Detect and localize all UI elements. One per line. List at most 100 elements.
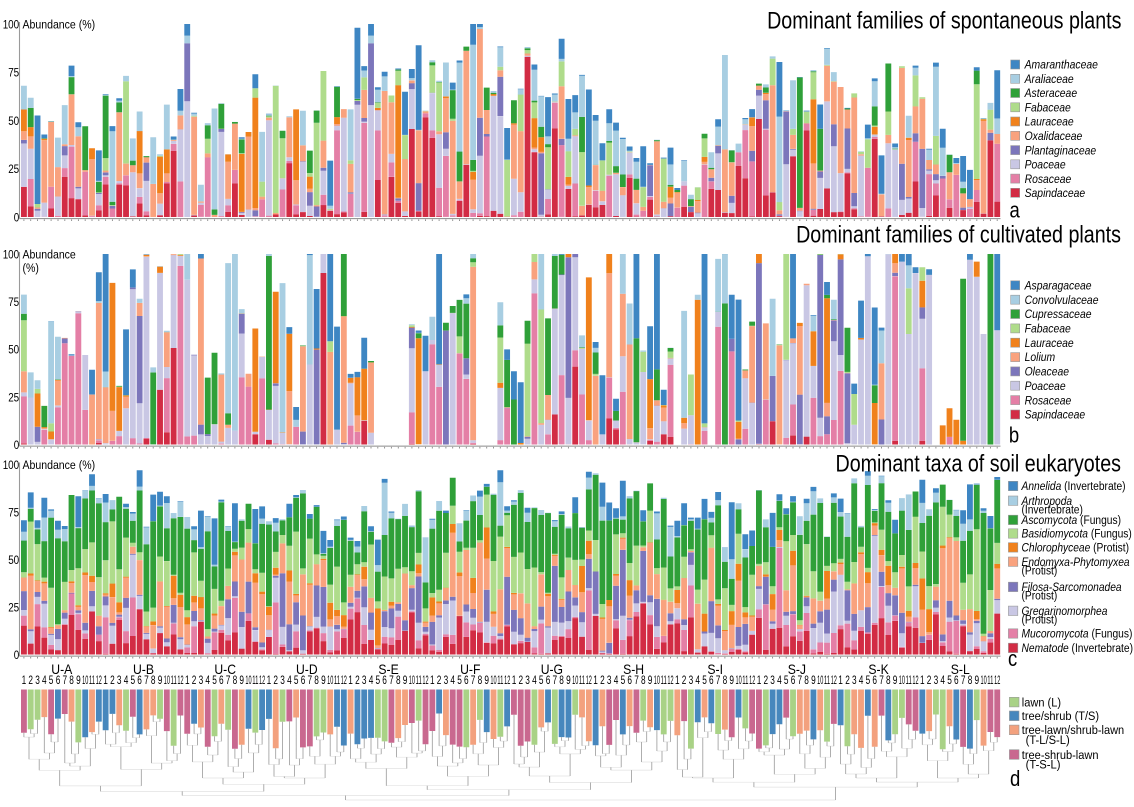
svg-text:5: 5 xyxy=(702,673,707,687)
svg-text:10: 10 xyxy=(409,673,415,687)
svg-text:Dominant families of cultivate: Dominant families of cultivated plants xyxy=(796,223,1121,249)
svg-text:0: 0 xyxy=(14,438,20,452)
svg-text:5: 5 xyxy=(457,673,462,687)
svg-text:10: 10 xyxy=(164,673,170,687)
svg-text:4: 4 xyxy=(287,673,292,687)
svg-text:7: 7 xyxy=(389,673,394,687)
svg-text:25: 25 xyxy=(8,162,19,176)
svg-text:8: 8 xyxy=(69,673,74,687)
svg-text:8: 8 xyxy=(723,673,728,687)
svg-text:12: 12 xyxy=(96,673,102,687)
svg-text:100: 100 xyxy=(3,247,20,261)
svg-text:8: 8 xyxy=(151,673,156,687)
svg-text:1: 1 xyxy=(103,673,108,687)
svg-text:(T-L/S-L): (T-L/S-L) xyxy=(1026,733,1070,747)
svg-text:9: 9 xyxy=(729,673,734,687)
svg-text:6: 6 xyxy=(301,673,306,687)
svg-text:6: 6 xyxy=(137,673,142,687)
svg-text:1: 1 xyxy=(920,673,925,687)
svg-text:5: 5 xyxy=(621,673,626,687)
svg-text:10: 10 xyxy=(245,673,251,687)
svg-text:2: 2 xyxy=(110,673,115,687)
svg-text:9: 9 xyxy=(648,673,653,687)
svg-text:12: 12 xyxy=(177,673,183,687)
svg-text:Dominant families of spontaneo: Dominant families of spontaneous plants xyxy=(767,8,1121,34)
svg-text:11: 11 xyxy=(824,673,830,687)
svg-text:lawn (L): lawn (L) xyxy=(1022,695,1061,709)
svg-text:3: 3 xyxy=(689,673,694,687)
svg-text:9: 9 xyxy=(566,673,571,687)
svg-text:Fabaceae: Fabaceae xyxy=(1025,322,1072,336)
svg-text:10: 10 xyxy=(981,673,987,687)
svg-text:4: 4 xyxy=(205,673,210,687)
svg-text:8: 8 xyxy=(314,673,319,687)
svg-text:Sapindaceae: Sapindaceae xyxy=(1025,408,1086,422)
svg-text:5: 5 xyxy=(539,673,544,687)
svg-text:50: 50 xyxy=(8,114,19,128)
svg-text:7: 7 xyxy=(798,673,803,687)
svg-text:(T-S-L): (T-S-L) xyxy=(1026,757,1061,771)
svg-text:Oleaceae: Oleaceae xyxy=(1025,365,1070,379)
svg-text:7: 7 xyxy=(63,673,68,687)
svg-text:Lauraceae: Lauraceae xyxy=(1025,115,1074,129)
svg-text:4: 4 xyxy=(42,673,47,687)
svg-text:0: 0 xyxy=(14,648,20,662)
svg-text:6: 6 xyxy=(464,673,469,687)
svg-text:50: 50 xyxy=(8,343,19,357)
svg-text:25: 25 xyxy=(8,600,19,614)
svg-text:(Protist): (Protist) xyxy=(1022,591,1058,603)
svg-text:2: 2 xyxy=(764,673,769,687)
svg-text:tree/shrub (T/S): tree/shrub (T/S) xyxy=(1022,709,1099,723)
svg-text:12: 12 xyxy=(586,673,592,687)
svg-text:9: 9 xyxy=(76,673,81,687)
svg-text:(Protist): (Protist) xyxy=(1022,565,1058,577)
svg-text:tree-shrub-lawn: tree-shrub-lawn xyxy=(1022,748,1099,762)
svg-text:S-J: S-J xyxy=(788,661,806,677)
svg-text:Ascomycota (Fungus): Ascomycota (Fungus) xyxy=(1021,515,1122,527)
svg-text:(Protist): (Protist) xyxy=(1022,614,1058,626)
svg-text:1: 1 xyxy=(430,673,435,687)
svg-text:3: 3 xyxy=(525,673,530,687)
svg-text:7: 7 xyxy=(961,673,966,687)
svg-text:Poaceae: Poaceae xyxy=(1025,158,1066,172)
svg-text:3: 3 xyxy=(934,673,939,687)
svg-text:75: 75 xyxy=(8,295,19,309)
svg-text:Arthropoda: Arthropoda xyxy=(1021,496,1072,508)
svg-text:7: 7 xyxy=(553,673,558,687)
svg-text:11: 11 xyxy=(416,673,422,687)
svg-text:9: 9 xyxy=(893,673,898,687)
svg-text:1: 1 xyxy=(675,673,680,687)
svg-text:75: 75 xyxy=(8,505,19,519)
svg-text:8: 8 xyxy=(641,673,646,687)
svg-text:12: 12 xyxy=(749,673,755,687)
svg-text:6: 6 xyxy=(954,673,959,687)
svg-text:3: 3 xyxy=(199,673,204,687)
svg-text:9: 9 xyxy=(321,673,326,687)
svg-text:100: 100 xyxy=(3,458,20,472)
svg-text:6: 6 xyxy=(791,673,796,687)
svg-text:Abundance (%): Abundance (%) xyxy=(23,18,96,32)
svg-text:7: 7 xyxy=(716,673,721,687)
svg-text:U-G: U-G xyxy=(541,661,563,677)
svg-text:1: 1 xyxy=(512,673,517,687)
svg-text:2: 2 xyxy=(273,673,278,687)
svg-text:11: 11 xyxy=(987,673,993,687)
svg-text:c: c xyxy=(1008,646,1017,671)
svg-text:2: 2 xyxy=(927,673,932,687)
svg-text:7: 7 xyxy=(634,673,639,687)
svg-text:U-F: U-F xyxy=(460,661,480,677)
svg-text:5: 5 xyxy=(376,673,381,687)
svg-text:6: 6 xyxy=(219,673,224,687)
svg-text:a: a xyxy=(1010,197,1021,222)
svg-text:Fabaceae: Fabaceae xyxy=(1025,101,1072,115)
svg-text:5: 5 xyxy=(212,673,217,687)
svg-text:Nematode (Invertebrate): Nematode (Invertebrate) xyxy=(1022,643,1134,655)
svg-text:4: 4 xyxy=(695,673,700,687)
svg-text:7: 7 xyxy=(879,673,884,687)
svg-text:10: 10 xyxy=(899,673,905,687)
svg-text:5: 5 xyxy=(947,673,952,687)
svg-text:5: 5 xyxy=(49,673,54,687)
svg-text:11: 11 xyxy=(334,673,340,687)
svg-text:Plantaginaceae: Plantaginaceae xyxy=(1025,143,1097,157)
svg-text:10: 10 xyxy=(327,673,333,687)
